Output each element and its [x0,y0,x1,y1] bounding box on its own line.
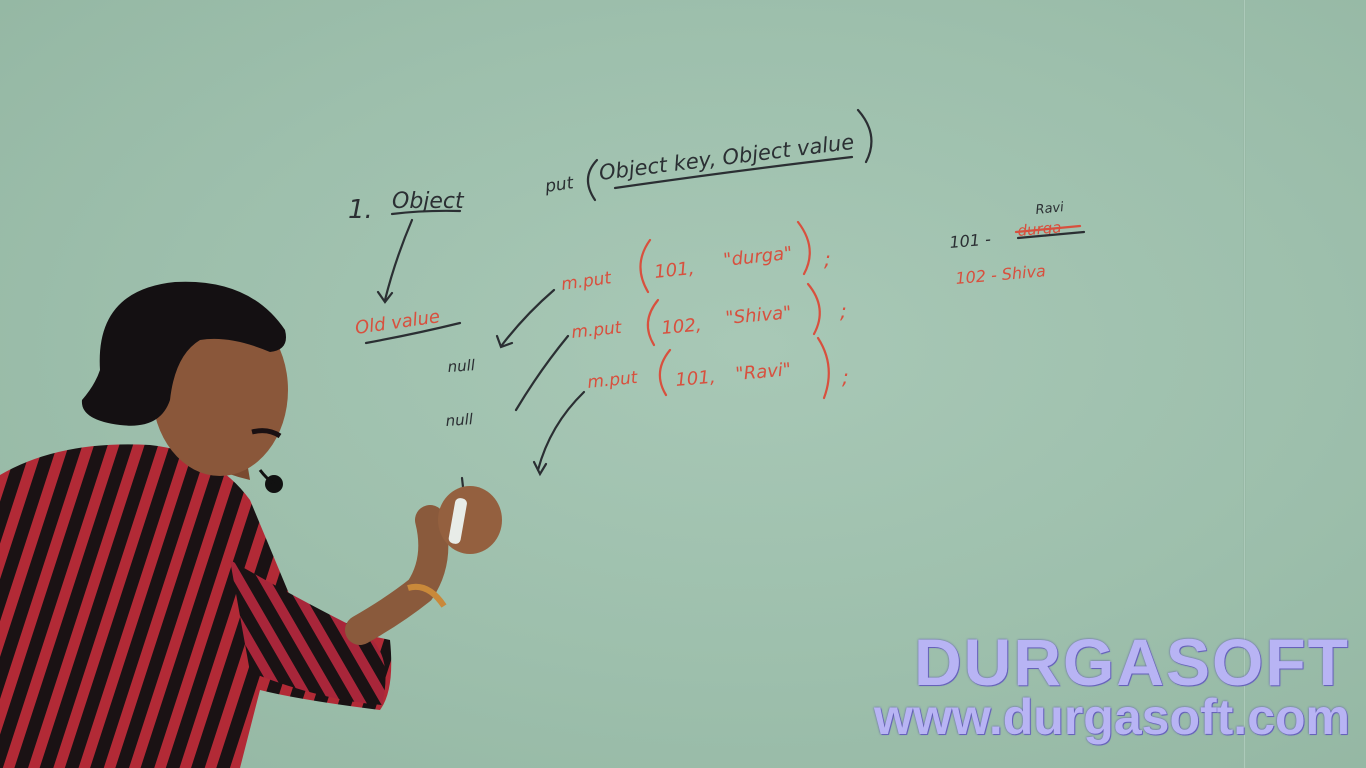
call-2-close-paren [806,282,821,336]
call-1-open-paren [639,238,652,294]
return-arrow-1 [500,288,556,347]
call-1-key: 101, [653,258,695,283]
return-null-2: null [445,410,474,430]
presenter-hand [438,486,502,554]
map-row-1-new-value: Ravi [1035,200,1065,218]
return-type-underline [390,209,462,216]
return-arrowhead-1 [495,334,514,349]
map-row-2: 102 - Shiva [955,261,1047,288]
return-type-arrowhead [376,290,394,304]
signature-open-paren [586,158,599,202]
microphone-wire [258,469,275,486]
call-1-method: m.put [560,268,614,295]
presenter-forearm [345,505,449,645]
call-3-key: 101, [675,367,717,391]
presenter-hair [81,281,287,426]
call-3-value: "Ravi" [735,359,792,385]
signature-params: Object key, Object value [598,130,856,185]
return-arrow-3 [536,390,586,472]
call-3-method: m.put [586,368,639,393]
signature-prefix: put [543,173,576,197]
map-row-1-underline [1016,230,1086,240]
watermark-url: www.durgasoft.com [874,689,1350,745]
map-row-1-key: 101 - [949,229,992,252]
presenter-shirt [0,444,392,768]
call-1-close-paren [796,220,811,276]
call-2-value: "Shiva" [725,302,793,329]
old-value-text: Old value [354,306,442,339]
call-3-close-paren [816,336,830,400]
signature-underline [613,155,854,190]
old-value-underline [364,321,462,345]
return-null-1: null [447,356,476,376]
call-2-method: m.put [570,318,623,343]
presenter [0,281,502,768]
signature-close-paren [856,108,873,164]
call-2-key: 102, [661,315,703,339]
return-arrow-2 [514,334,570,412]
call-3-open-paren [658,348,672,397]
presenter-bracelet [407,583,447,608]
presenter-moustache [251,428,282,439]
call-1-value: "durga" [722,243,793,271]
call-2-open-paren [646,298,660,347]
return-type-arrow [383,218,414,302]
board-seam [1243,0,1246,768]
call-3-end: ; [842,365,849,389]
map-row-1-strike [1014,224,1082,234]
call-1-end: ; [824,247,831,271]
return-arrowhead-3 [532,460,548,477]
watermark-brand: DURGASOFT [914,625,1350,699]
call-2-end: ; [840,299,847,323]
presenter-sleeve [230,560,386,705]
marker-pen [448,498,467,544]
list-number: 1. [348,195,373,225]
